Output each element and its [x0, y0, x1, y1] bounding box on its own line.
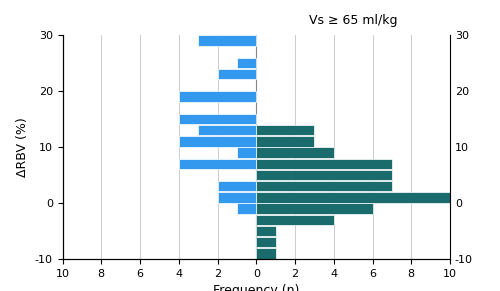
Bar: [198, 125, 256, 135]
Bar: [256, 125, 314, 135]
Bar: [179, 136, 256, 147]
Bar: [256, 226, 276, 236]
Bar: [179, 114, 256, 124]
Bar: [198, 35, 256, 46]
Bar: [256, 181, 392, 191]
Bar: [218, 192, 256, 203]
Bar: [256, 237, 276, 247]
Bar: [237, 58, 256, 68]
Bar: [256, 248, 276, 259]
Bar: [179, 91, 256, 102]
Y-axis label: ΔRBV (%): ΔRBV (%): [16, 117, 29, 177]
Bar: [256, 159, 392, 169]
Bar: [256, 170, 392, 180]
Text: Vs ≥ 65 ml/kg: Vs ≥ 65 ml/kg: [309, 14, 398, 27]
X-axis label: Frequency (n): Frequency (n): [213, 284, 300, 291]
Bar: [179, 159, 256, 169]
Bar: [218, 181, 256, 191]
Bar: [237, 147, 256, 158]
Bar: [256, 136, 314, 147]
Bar: [256, 147, 334, 158]
Bar: [218, 69, 256, 79]
Bar: [256, 192, 450, 203]
Bar: [256, 214, 334, 225]
Bar: [256, 203, 372, 214]
Bar: [237, 203, 256, 214]
